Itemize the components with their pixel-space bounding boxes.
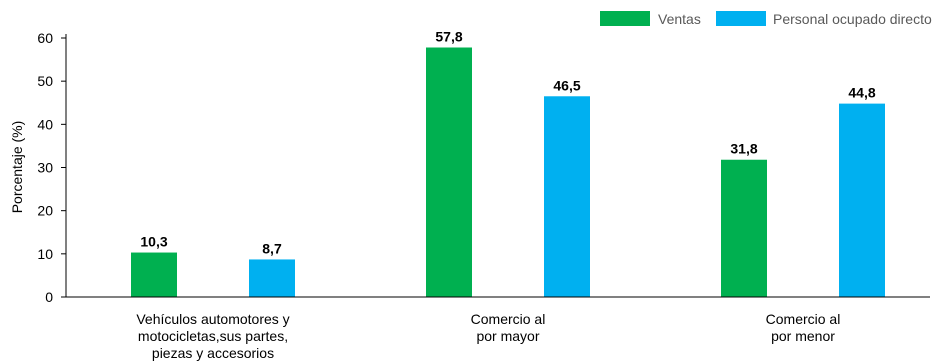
legend-swatch	[600, 11, 650, 26]
data-label: 46,5	[553, 77, 580, 93]
legend-swatch	[716, 11, 766, 26]
bar-personal	[544, 96, 590, 298]
x-category-label-line: Vehículos automotores y	[136, 311, 289, 327]
y-tick-label: 20	[37, 203, 53, 219]
data-label: 31,8	[730, 141, 757, 157]
bars: 10,3 57,8 31,8 8,7 46,5 44,8	[131, 28, 885, 298]
data-label: 10,3	[140, 234, 167, 250]
y-tick-label: 10	[37, 246, 53, 262]
x-axis: Vehículos automotores y motocicletas,sus …	[66, 296, 930, 361]
y-tick-label: 0	[45, 289, 53, 305]
y-tick-label: 40	[37, 116, 53, 132]
legend: Ventas Personal ocupado directo	[600, 11, 932, 27]
x-category-label-line: Comercio al	[766, 311, 841, 327]
y-tick-label: 30	[37, 160, 53, 176]
data-label: 57,8	[435, 28, 462, 44]
bar-ventas	[721, 159, 767, 297]
data-label: 44,8	[848, 85, 875, 101]
x-category-label-line: motocicletas,sus partes,	[138, 328, 288, 344]
x-category-label-line: Comercio al	[471, 311, 546, 327]
bar-personal	[249, 259, 295, 297]
bar-ventas	[131, 252, 177, 297]
x-category-label-line: por menor	[771, 328, 835, 344]
bar-personal	[839, 103, 885, 297]
legend-label: Ventas	[658, 11, 701, 27]
x-category-label: Comercio al por mayor	[471, 311, 546, 344]
x-category-label: Comercio al por menor	[766, 311, 841, 344]
x-category-label-line: piezas y accesorios	[152, 345, 274, 361]
y-axis-title: Porcentaje (%)	[9, 121, 25, 214]
bar-ventas	[426, 47, 472, 297]
x-category-label: Vehículos automotores y motocicletas,sus …	[136, 311, 289, 361]
data-label: 8,7	[262, 240, 282, 256]
legend-label: Personal ocupado directo	[773, 11, 932, 27]
y-tick-label: 50	[37, 73, 53, 89]
x-category-label-line: por mayor	[476, 328, 539, 344]
y-tick-label: 60	[37, 30, 53, 46]
y-axis: 0 10 20 30 40 50 60	[37, 30, 67, 305]
